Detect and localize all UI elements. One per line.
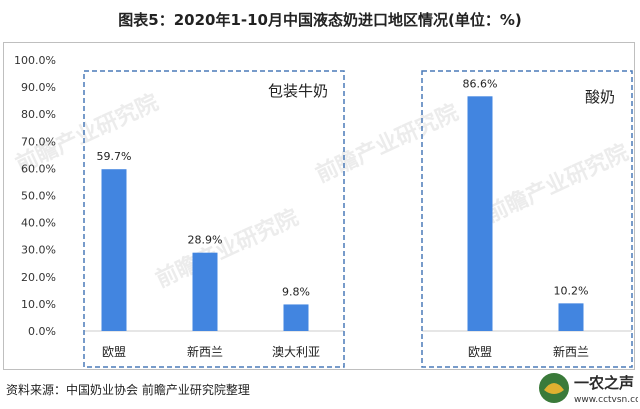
- corner-logo-title: 一农之声: [574, 374, 634, 392]
- y-tick-label: 20.0%: [21, 271, 56, 284]
- x-tick-label: 新西兰: [187, 344, 223, 359]
- y-tick-label: 40.0%: [21, 217, 56, 230]
- y-tick-label: 60.0%: [21, 162, 56, 175]
- watermark-text: 前瞻产业研究院: [152, 204, 303, 293]
- y-tick-label: 80.0%: [21, 108, 56, 121]
- corner-logo: 一农之声 www.cctvsn.com: [539, 373, 638, 405]
- watermark-text: 前瞻产业研究院: [312, 99, 463, 188]
- y-tick-label: 100.0%: [14, 54, 56, 67]
- bar: [558, 303, 584, 331]
- data-label: 28.9%: [188, 234, 223, 247]
- group-label: 酸奶: [585, 88, 615, 106]
- corner-logo-leaf-icon: [544, 383, 564, 394]
- y-tick-label: 30.0%: [21, 244, 56, 257]
- source-note: 资料来源：中国奶业协会 前瞻产业研究院整理: [6, 383, 250, 397]
- y-tick-label: 10.0%: [21, 298, 56, 311]
- corner-logo-url: www.cctvsn.com: [574, 395, 638, 405]
- data-label: 9.8%: [282, 285, 310, 298]
- x-tick-label: 澳大利亚: [272, 345, 320, 359]
- y-tick-label: 90.0%: [21, 81, 56, 94]
- data-label: 86.6%: [463, 77, 498, 90]
- y-tick-label: 50.0%: [21, 190, 56, 203]
- y-tick-label: 0.0%: [28, 325, 56, 338]
- bar: [101, 169, 127, 331]
- x-tick-label: 欧盟: [468, 345, 492, 359]
- data-label: 10.2%: [554, 284, 589, 297]
- x-tick-label: 欧盟: [102, 345, 126, 359]
- x-tick-label: 新西兰: [553, 344, 589, 359]
- data-label: 59.7%: [97, 150, 132, 163]
- bar: [467, 96, 493, 332]
- group-box: [421, 70, 633, 368]
- watermark-text: 前瞻产业研究院: [482, 139, 633, 228]
- bar: [192, 252, 218, 331]
- chart-title: 图表5：2020年1-10月中国液态奶进口地区情况(单位：%): [118, 11, 522, 29]
- group-label: 包装牛奶: [268, 82, 328, 100]
- y-tick-label: 70.0%: [21, 135, 56, 148]
- bar: [283, 304, 309, 331]
- group-box: [83, 70, 345, 368]
